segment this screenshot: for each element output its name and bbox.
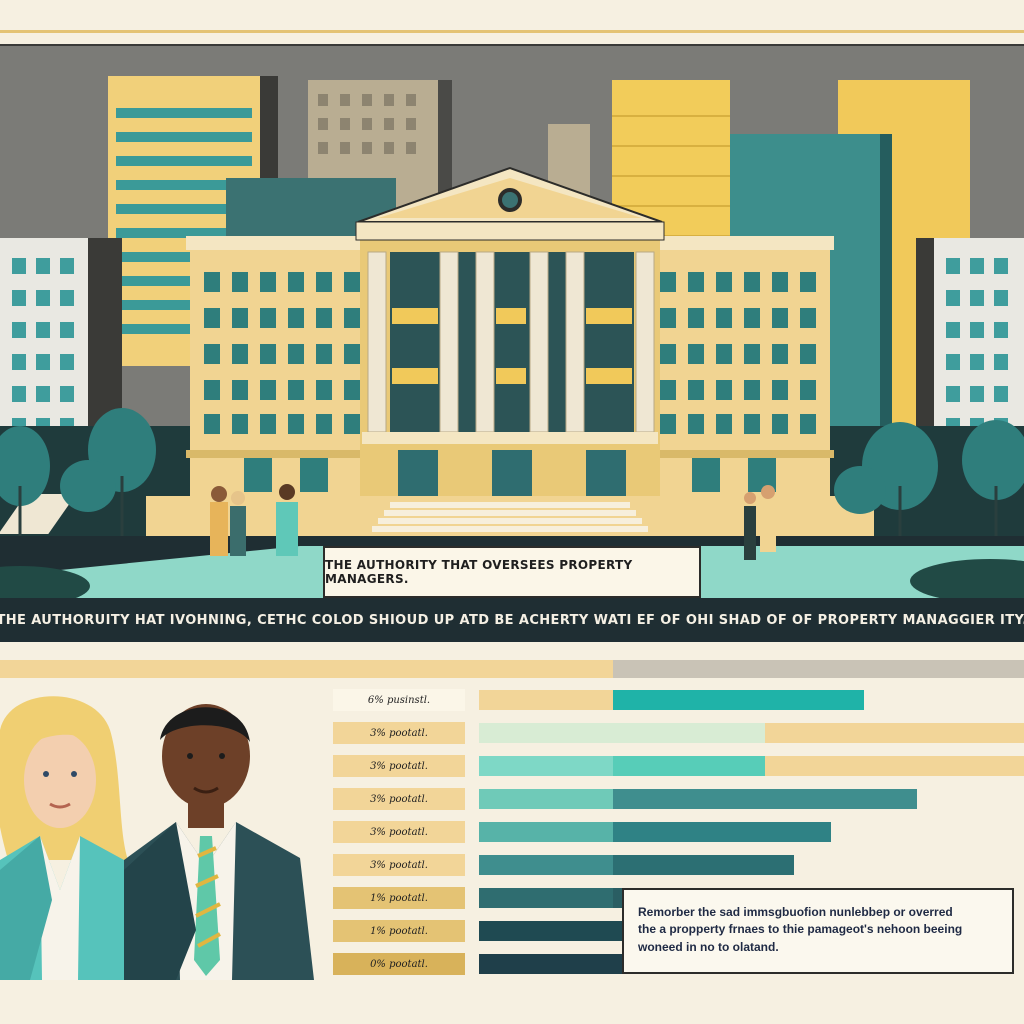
section-divider-left	[0, 660, 613, 678]
stat-bar	[479, 723, 1024, 743]
stat-bar	[479, 690, 1024, 710]
stat-label: 0% pootatl.	[333, 953, 465, 975]
scene-banner: THE AUTHORUITY HAT IVOHNING, CETHC COLOD…	[0, 598, 1024, 642]
stat-bar-fill	[613, 855, 794, 875]
stat-bar-base	[479, 822, 613, 842]
stat-label: 1% pootatl.	[333, 920, 465, 942]
stat-bar-base	[479, 690, 613, 710]
top-rule-dark	[0, 44, 1024, 46]
stat-bar-fill	[613, 690, 864, 710]
stat-bar-base	[479, 789, 613, 809]
stat-label: 3% pootatl.	[333, 722, 465, 744]
stat-label: 1% pootatl.	[333, 887, 465, 909]
stat-bar-base	[479, 855, 613, 875]
stat-bar-rest	[765, 723, 1024, 743]
people-illustration	[0, 690, 320, 985]
stat-bar-base	[479, 954, 613, 974]
stat-bar-base	[479, 921, 613, 941]
stat-label: 3% pootatl.	[333, 788, 465, 810]
stat-label: 3% pootatl.	[333, 854, 465, 876]
stat-bar-rest	[765, 756, 1024, 776]
note-line-3: woneed in no to olatand.	[638, 939, 779, 954]
scene-caption: THE AUTHORITY THAT OVERSEES PROPERTY MAN…	[323, 546, 701, 598]
stat-bar	[479, 756, 1024, 776]
stat-bar-base	[479, 723, 613, 743]
stat-bar-fill	[613, 723, 765, 743]
stat-bar	[479, 789, 1024, 809]
note-line-1: Remorber the sad immsgbuofion nunlebbep …	[638, 905, 953, 919]
stat-label: 3% pootatl.	[333, 755, 465, 777]
stat-bar-fill	[613, 822, 831, 842]
people-illustration-svg	[0, 696, 314, 980]
stat-bar-base	[479, 756, 613, 776]
section-divider-right	[613, 660, 1024, 678]
stat-bar-fill	[613, 756, 765, 776]
stat-bar	[479, 855, 1024, 875]
stat-bar-base	[479, 888, 613, 908]
stat-bar-fill	[613, 789, 917, 809]
stat-label: 6% pusinstl.	[333, 689, 465, 711]
note-box: Remorber the sad immsgbuofion nunlebbep …	[622, 888, 1014, 974]
stat-bar	[479, 822, 1024, 842]
stat-label: 3% pootatl.	[333, 821, 465, 843]
note-line-2: the a propperty frnaes to thie pamageot'…	[638, 922, 963, 937]
top-rule	[0, 30, 1024, 33]
